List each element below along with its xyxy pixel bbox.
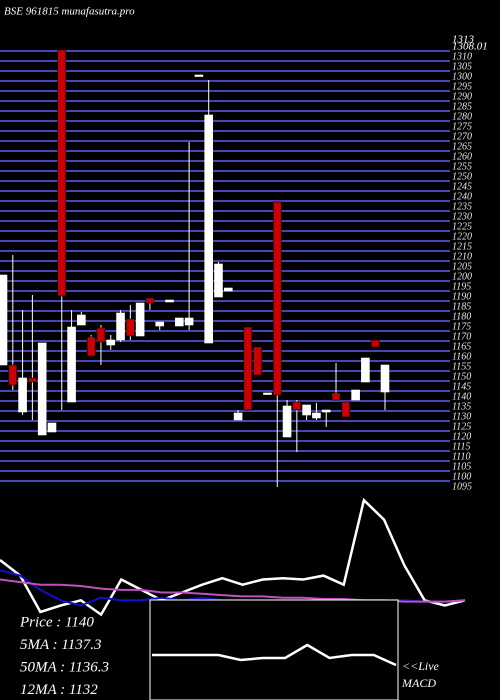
- top-label: 1313: [452, 34, 475, 46]
- y-tick-label: 1300: [452, 71, 472, 82]
- y-tick-label: 1165: [452, 341, 471, 352]
- indicator-line: [0, 497, 466, 617]
- candle-body: [77, 314, 86, 326]
- candle-body: [8, 364, 18, 386]
- candle-body: [155, 321, 165, 327]
- y-tick-label: 1120: [452, 431, 471, 442]
- candle-body: [175, 317, 184, 327]
- y-tick-label: 1105: [452, 461, 471, 472]
- candle-body: [321, 409, 331, 413]
- y-tick-label: 1190: [452, 291, 471, 302]
- y-tick-label: 1175: [452, 321, 471, 332]
- candle-body: [292, 401, 302, 411]
- candle-body: [243, 326, 253, 411]
- top-label: 1308.01: [452, 41, 488, 53]
- info-text: Price : 1140: [19, 614, 94, 630]
- y-tick-label: 1185: [452, 301, 471, 312]
- y-tick-label: 1225: [452, 221, 472, 232]
- y-tick-label: 1195: [452, 281, 471, 292]
- candle-body: [165, 299, 174, 303]
- candle-body: [233, 412, 243, 421]
- candle-body: [194, 74, 204, 77]
- candle-body: [47, 422, 57, 433]
- candle-body: [106, 339, 116, 346]
- candle-body: [253, 346, 262, 376]
- y-tick-label: 1240: [452, 191, 472, 202]
- y-tick-label: 1305: [452, 61, 472, 72]
- candle-body: [145, 297, 155, 304]
- y-tick-label: 1110: [452, 451, 471, 462]
- y-tick-label: 1115: [452, 441, 471, 452]
- y-tick-label: 1310: [452, 51, 472, 62]
- candle-body: [312, 412, 321, 419]
- candle-body: [214, 263, 223, 298]
- candle-body: [0, 274, 8, 366]
- candle-body: [28, 377, 37, 383]
- macd-title: <<Live: [402, 659, 440, 673]
- candle-body: [18, 377, 27, 413]
- chart-title: BSE 961815 munafasutra.pro: [4, 6, 135, 18]
- info-text: 50MA : 1136.3: [20, 659, 109, 675]
- y-tick-label: 1285: [452, 101, 472, 112]
- info-text: 5MA : 1137.3: [20, 637, 102, 653]
- y-tick-label: 1245: [452, 181, 472, 192]
- macd-subtitle: MACD: [401, 676, 436, 690]
- candle-body: [204, 114, 213, 344]
- y-tick-label: 1280: [452, 111, 472, 122]
- candle-body: [57, 49, 67, 297]
- y-tick-label: 1290: [452, 91, 472, 102]
- indicator-line: [152, 643, 397, 667]
- candle-body: [37, 342, 47, 436]
- y-tick-label: 1210: [452, 251, 472, 262]
- y-tick-label: 1220: [452, 231, 472, 242]
- candle-body: [272, 201, 282, 396]
- y-tick-label: 1170: [452, 331, 471, 342]
- price-panel: 1095110011051110111511201125113011351140…: [0, 49, 472, 492]
- y-tick-label: 1255: [452, 161, 472, 172]
- y-tick-label: 1275: [452, 121, 472, 132]
- candle-body: [116, 312, 125, 341]
- candle-body: [263, 392, 272, 395]
- y-tick-label: 1265: [452, 141, 472, 152]
- candle-body: [282, 405, 292, 438]
- y-tick-label: 1215: [452, 241, 472, 252]
- y-tick-label: 1095: [452, 481, 472, 492]
- macd-box: [149, 599, 399, 700]
- y-tick-label: 1145: [452, 381, 471, 392]
- y-tick-label: 1180: [452, 311, 471, 322]
- candle-body: [184, 317, 194, 326]
- candle-body: [380, 364, 390, 393]
- candle-body: [361, 357, 370, 383]
- y-tick-label: 1160: [452, 351, 471, 362]
- candle-body: [86, 336, 96, 357]
- y-tick-label: 1200: [452, 271, 472, 282]
- y-tick-label: 1125: [452, 421, 471, 432]
- candle-body: [126, 318, 135, 337]
- y-tick-label: 1260: [452, 151, 472, 162]
- y-tick-label: 1100: [452, 471, 471, 482]
- candle-body: [135, 302, 145, 337]
- y-tick-label: 1140: [452, 391, 471, 402]
- candle-body: [96, 327, 106, 343]
- y-tick-label: 1150: [452, 371, 471, 382]
- candle-body: [223, 287, 233, 292]
- info-text: 12MA : 1132: [20, 682, 98, 698]
- y-tick-label: 1250: [452, 171, 472, 182]
- candle-body: [331, 392, 341, 401]
- macd-panel: [149, 599, 399, 700]
- y-tick-label: 1205: [452, 261, 472, 272]
- y-tick-label: 1235: [452, 201, 472, 212]
- candle-body: [351, 389, 360, 401]
- y-tick-label: 1230: [452, 211, 472, 222]
- y-tick-label: 1155: [452, 361, 471, 372]
- candle-body: [370, 339, 380, 348]
- candle-body: [302, 404, 311, 416]
- y-tick-label: 1270: [452, 131, 472, 142]
- candle-body: [67, 326, 76, 403]
- y-tick-label: 1135: [452, 401, 471, 412]
- y-tick-label: 1295: [452, 81, 472, 92]
- y-tick-label: 1130: [452, 411, 471, 422]
- candle-body: [341, 401, 351, 418]
